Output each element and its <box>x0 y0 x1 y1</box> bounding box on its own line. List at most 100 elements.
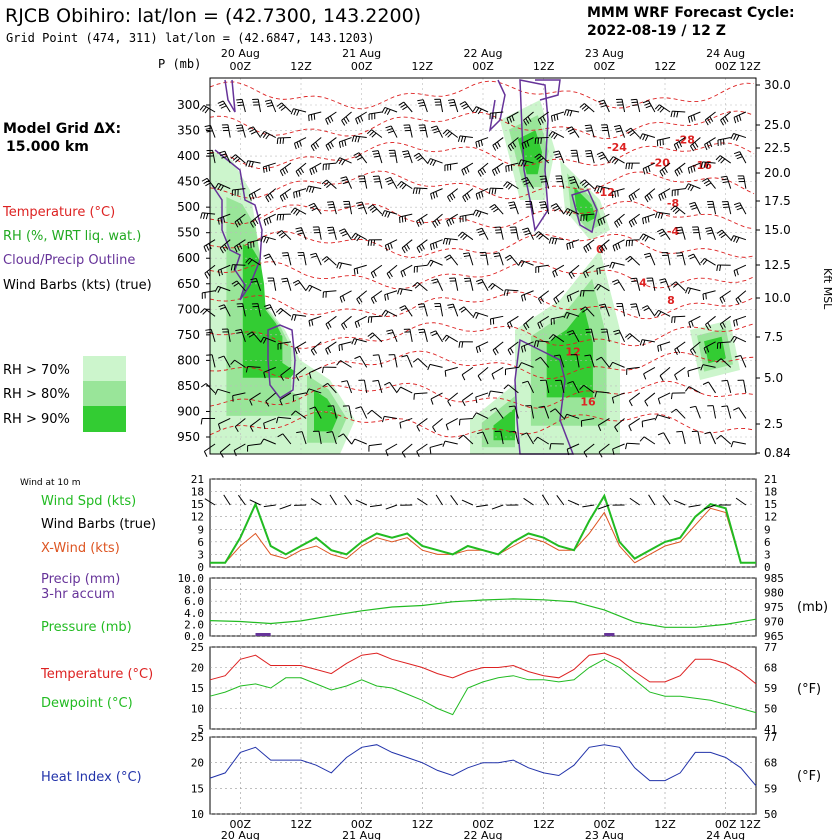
wind-barb <box>646 277 656 291</box>
wind-barb-feather <box>386 179 393 183</box>
wind-barb-staff <box>368 443 382 447</box>
wind-barb <box>200 383 216 394</box>
wind-barb <box>548 334 565 343</box>
wind-barb-staff <box>672 110 686 113</box>
wind-barb-feather <box>276 417 279 424</box>
wind-barb-staff <box>719 155 732 164</box>
wind-barb-feather <box>399 288 403 295</box>
wind-barb-feather <box>282 280 289 283</box>
wind-barb-staff <box>452 303 459 317</box>
wind-barb-feather <box>496 166 501 173</box>
wind-barb-feather <box>345 116 350 123</box>
wind-barb <box>613 329 626 343</box>
wind-barb-feather <box>552 205 559 210</box>
wind-barb <box>674 341 686 355</box>
wind-barb <box>325 315 337 330</box>
wind-barb <box>235 124 246 138</box>
wind-barb <box>416 239 428 254</box>
wind-barb-feather <box>569 131 576 135</box>
wind-barb <box>539 175 550 189</box>
wind-barb-feather <box>268 165 271 172</box>
wind-barb <box>388 354 398 368</box>
wind-barb <box>584 149 595 164</box>
wind-barb-feather <box>367 204 374 209</box>
wind-barb-feather <box>596 285 602 291</box>
heat-index-line <box>209 744 757 787</box>
wind-barb <box>579 384 595 394</box>
wind-barb-feather <box>403 245 408 252</box>
wind-barb-feather <box>461 400 466 407</box>
wind-barb <box>719 315 732 330</box>
wind-barb <box>234 239 246 253</box>
wind-barb-feather <box>690 320 694 327</box>
wind-barb <box>702 381 716 394</box>
surface-wind-barb <box>417 498 428 506</box>
wind-barb-staff <box>439 99 444 113</box>
wind-barb <box>396 386 413 394</box>
wind-barb <box>488 390 504 397</box>
wind-barb-feather <box>463 255 470 257</box>
wind-barb-feather <box>461 169 465 176</box>
wind-barb-staff <box>454 277 459 291</box>
wind-barb-feather <box>461 103 468 108</box>
wind-barb-feather <box>445 238 449 245</box>
wind-barb-staff <box>600 356 610 368</box>
surface-wind-barb <box>249 499 261 506</box>
wind-barb-staff <box>550 237 564 241</box>
wind-barb-feather <box>367 332 373 337</box>
wind-barb-feather <box>403 155 410 158</box>
wind-barb-feather <box>390 242 393 249</box>
wind-barb <box>247 443 261 452</box>
wind-barb-feather <box>490 407 496 412</box>
wind-barb-feather <box>337 433 344 438</box>
wind-barb-feather <box>581 181 588 186</box>
wind-barb <box>327 226 337 240</box>
wind-barb-feather <box>249 426 254 432</box>
wind-barb <box>706 200 717 215</box>
cloud-outline <box>535 79 561 101</box>
wind-barb <box>688 315 701 329</box>
temperature-line <box>209 652 757 685</box>
wind-barb-feather <box>521 295 524 302</box>
wind-barb-feather <box>639 233 644 240</box>
wind-barb-feather <box>429 447 432 454</box>
wind-barb-staff <box>359 356 368 368</box>
wind-barb <box>338 137 352 148</box>
wind-barb-staff <box>545 175 550 189</box>
wind-barb-feather <box>356 201 363 204</box>
surface-wind-barb <box>688 504 701 508</box>
wind-barb-feather <box>433 130 440 134</box>
wind-barb-staff <box>657 211 671 215</box>
temperature-contour <box>209 260 755 290</box>
wind-barb-feather <box>522 380 529 384</box>
wind-barb-feather <box>553 298 558 305</box>
wind-barb <box>250 213 261 228</box>
wind-barb-feather <box>276 102 282 107</box>
wind-barb-staff <box>697 226 701 240</box>
wind-barb-feather <box>507 349 512 356</box>
wind-barb <box>492 137 504 151</box>
wind-barb-feather <box>690 166 693 173</box>
wind-barb-feather <box>549 443 552 450</box>
wind-barb-feather <box>628 400 633 407</box>
wind-barb <box>657 341 671 352</box>
wind-barb-feather <box>616 130 623 133</box>
wind-barb <box>267 277 277 291</box>
wind-barb-feather <box>265 306 272 310</box>
wind-barb-staff <box>293 314 307 317</box>
wind-barb-feather <box>460 136 464 143</box>
wind-barb <box>690 137 701 152</box>
wind-barb-feather <box>247 259 253 265</box>
wind-barb-feather <box>599 267 601 274</box>
wind-barb-feather <box>551 335 556 341</box>
wind-barb <box>702 290 716 301</box>
wind-barb-feather <box>203 246 207 253</box>
wind-barb-feather <box>293 314 297 321</box>
wind-barb-feather <box>600 104 607 108</box>
bottom-hour-label: 12Z <box>290 818 312 831</box>
wind-barb-staff <box>583 264 595 273</box>
wind-barb-staff <box>263 162 276 168</box>
wind-barb-staff <box>566 109 580 113</box>
cloud-outline <box>571 189 598 234</box>
wind-barb-feather <box>446 220 450 227</box>
